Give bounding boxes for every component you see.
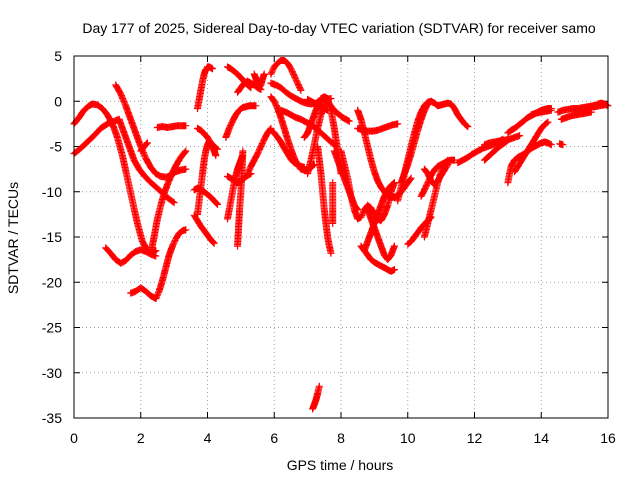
series-s24 bbox=[250, 70, 268, 92]
series-mark-path bbox=[152, 226, 190, 302]
series-s9 bbox=[147, 147, 190, 257]
series-s50 bbox=[434, 99, 472, 131]
series-s35 bbox=[322, 97, 353, 125]
series-mark-path bbox=[527, 106, 555, 119]
series-s27 bbox=[267, 126, 308, 171]
series-mark-path bbox=[137, 139, 151, 155]
series-mark-path bbox=[147, 147, 190, 257]
x-tick-label: 8 bbox=[337, 430, 345, 446]
x-tick-label: 10 bbox=[400, 430, 416, 446]
series-mark-path bbox=[557, 108, 595, 123]
y-tick-label: -5 bbox=[50, 139, 63, 155]
series-s15 bbox=[190, 211, 218, 247]
series-s53 bbox=[481, 132, 524, 149]
x-tick-label: 0 bbox=[70, 430, 78, 446]
series-s17 bbox=[222, 102, 260, 141]
series-mark-path bbox=[194, 63, 216, 112]
y-tick-label: -10 bbox=[42, 184, 62, 200]
series-mark-path bbox=[434, 99, 472, 131]
series-mark-path bbox=[88, 100, 160, 257]
x-tick-label: 6 bbox=[270, 430, 278, 446]
series-s14 bbox=[194, 137, 220, 218]
series-s21 bbox=[234, 147, 247, 250]
series-mark-path bbox=[481, 132, 524, 149]
series-s36 bbox=[329, 179, 337, 227]
series-mark-path bbox=[420, 161, 452, 188]
series-s33 bbox=[304, 95, 332, 114]
x-tick-label: 12 bbox=[467, 430, 483, 446]
series-mark-path bbox=[153, 122, 190, 131]
series-mark-path bbox=[360, 179, 398, 255]
series-mark-path bbox=[267, 126, 308, 171]
x-tick-label: 4 bbox=[204, 430, 212, 446]
series-s34 bbox=[309, 382, 323, 413]
series-s32 bbox=[314, 143, 335, 257]
y-tick-label: -15 bbox=[42, 229, 62, 245]
series-mark-path bbox=[314, 143, 335, 257]
series-s25 bbox=[267, 57, 305, 94]
x-tick-label: 2 bbox=[137, 430, 145, 446]
y-axis-title: SDTVAR / TECUs bbox=[5, 182, 21, 294]
plot-frame bbox=[73, 55, 609, 419]
series-s57 bbox=[527, 106, 555, 119]
series-mark-path bbox=[304, 95, 332, 114]
series-mark-path bbox=[556, 140, 567, 149]
chart-title: Day 177 of 2025, Sidereal Day-to-day VTE… bbox=[82, 20, 595, 36]
series-mark-path bbox=[322, 97, 353, 125]
series-s11 bbox=[153, 122, 190, 131]
y-tick-label: -35 bbox=[42, 410, 62, 426]
series-mark-path bbox=[250, 70, 268, 92]
series-mark-path bbox=[329, 179, 337, 227]
series-s22 bbox=[244, 124, 275, 178]
series-mark-path bbox=[222, 102, 260, 141]
x-axis-title: GPS time / hours bbox=[287, 457, 394, 473]
series-mark-path bbox=[194, 137, 220, 218]
series-mark-path bbox=[267, 57, 305, 94]
series-mark-path bbox=[309, 382, 323, 413]
series-s45 bbox=[397, 97, 435, 187]
series-s49 bbox=[420, 161, 452, 188]
series-mark-path bbox=[397, 97, 435, 187]
series-s60 bbox=[557, 108, 595, 123]
x-tick-label: 14 bbox=[533, 430, 549, 446]
series-mark-path bbox=[190, 211, 218, 247]
x-tick-labels: 0 2 4 6 8 10 12 14 16 bbox=[70, 430, 616, 446]
y-tick-label: -20 bbox=[42, 274, 62, 290]
series-mark-path bbox=[571, 101, 609, 114]
x-tick-label: 16 bbox=[600, 430, 616, 446]
series-s10 bbox=[137, 139, 151, 155]
y-tick-labels: 5 0 -5 -10 -15 -20 -25 -30 -35 bbox=[42, 48, 62, 426]
series-s41 bbox=[360, 179, 398, 255]
series-mark-path bbox=[504, 138, 555, 187]
series-mark-path bbox=[244, 124, 275, 178]
series-s58 bbox=[556, 140, 567, 149]
y-tick-label: -25 bbox=[42, 320, 62, 336]
y-tick-label: 0 bbox=[54, 93, 62, 109]
y-tick-label: 5 bbox=[54, 48, 62, 64]
y-tick-label: -30 bbox=[42, 365, 62, 381]
series-s3 bbox=[88, 100, 160, 257]
data-marks bbox=[70, 57, 612, 413]
series-s16 bbox=[194, 63, 216, 112]
series-s62 bbox=[571, 101, 609, 114]
series-s56 bbox=[504, 138, 555, 187]
series-mark-path bbox=[234, 147, 247, 250]
series-s8 bbox=[152, 226, 190, 302]
